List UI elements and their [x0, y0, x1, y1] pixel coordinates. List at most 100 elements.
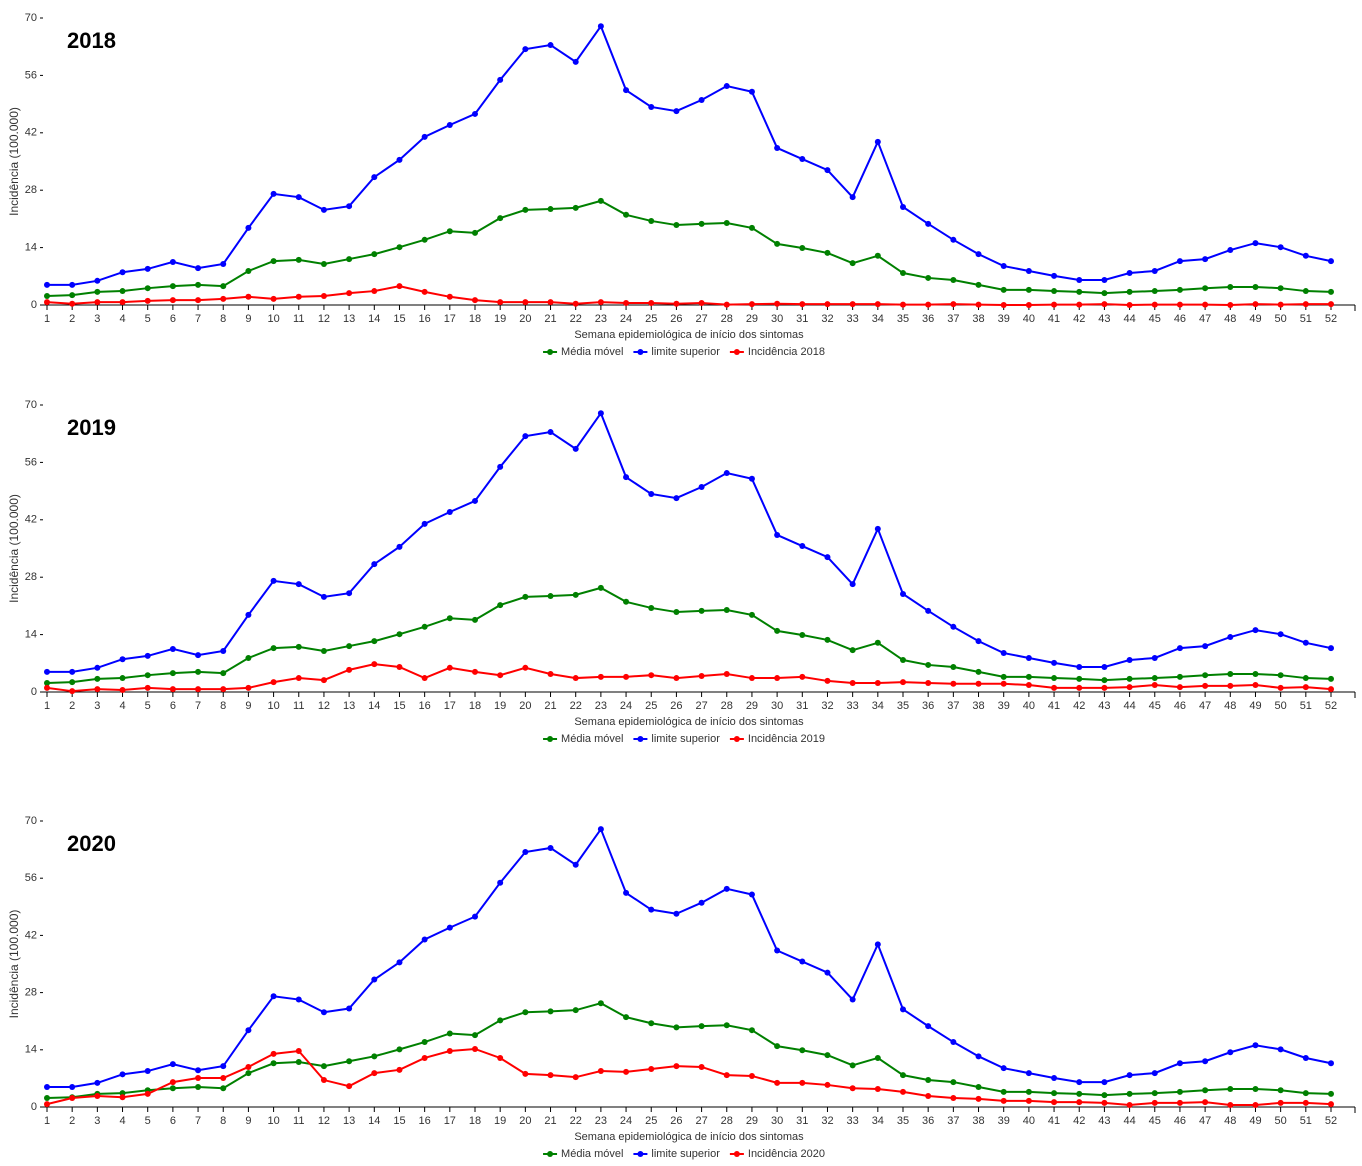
point: [975, 1083, 982, 1090]
point: [1227, 247, 1234, 254]
point: [1202, 1087, 1209, 1094]
point: [94, 299, 101, 306]
point: [346, 1005, 353, 1012]
y-tick-label: 42: [25, 929, 37, 941]
x-tick-label: 40: [1023, 313, 1035, 325]
x-tick-label: 25: [645, 700, 657, 712]
legend-label: limite superior: [651, 1148, 720, 1160]
point: [220, 295, 227, 302]
point: [371, 174, 378, 181]
point: [245, 293, 252, 300]
x-tick-label: 2: [69, 700, 75, 712]
point: [547, 206, 554, 213]
point: [1126, 684, 1133, 691]
x-tick-label: 22: [570, 313, 582, 325]
x-tick-label: 48: [1224, 700, 1236, 712]
point: [295, 256, 302, 263]
point: [44, 1095, 50, 1102]
legend-label: limite superior: [651, 733, 720, 745]
x-tick-label: 47: [1199, 700, 1211, 712]
point: [346, 666, 353, 673]
x-tick-label: 27: [695, 313, 707, 325]
point: [623, 211, 630, 218]
point: [1076, 1079, 1083, 1086]
point: [975, 1095, 982, 1102]
point: [1277, 244, 1284, 251]
point: [698, 484, 705, 490]
point: [1151, 654, 1158, 661]
x-tick-label: 9: [245, 1115, 251, 1127]
point: [1101, 290, 1108, 297]
point: [396, 156, 403, 163]
point: [1076, 663, 1083, 670]
point: [723, 470, 730, 477]
point: [94, 1092, 101, 1099]
point: [1051, 1090, 1058, 1097]
x-tick-label: 5: [145, 313, 151, 325]
x-tick-label: 47: [1199, 1115, 1211, 1127]
point: [446, 924, 453, 931]
point: [69, 679, 76, 686]
x-tick-label: 11: [293, 1115, 304, 1127]
point: [169, 1079, 176, 1086]
point: [1176, 684, 1183, 691]
point: [1277, 285, 1284, 292]
point: [371, 638, 378, 645]
legend-label: Incidência 2018: [748, 346, 825, 358]
point: [522, 46, 529, 53]
x-tick-label: 46: [1174, 1115, 1186, 1127]
point: [1277, 672, 1284, 679]
x-tick-label: 48: [1224, 313, 1236, 325]
point: [44, 281, 50, 288]
legend-swatch: [547, 736, 554, 742]
point: [849, 996, 856, 1003]
point: [1277, 684, 1284, 691]
x-tick-label: 40: [1023, 1115, 1035, 1127]
x-tick-label: 14: [368, 700, 380, 712]
point: [295, 194, 302, 201]
point: [446, 228, 453, 235]
point: [169, 1061, 176, 1068]
point: [195, 297, 202, 304]
y-tick-label: 0: [31, 686, 37, 698]
point: [1000, 1097, 1007, 1104]
x-tick-label: 51: [1300, 313, 1312, 325]
x-tick-label: 26: [670, 313, 682, 325]
point: [522, 1070, 529, 1077]
point: [1051, 272, 1058, 279]
point: [270, 295, 277, 302]
point: [270, 577, 277, 584]
point: [673, 222, 680, 229]
point: [119, 686, 126, 693]
point: [799, 156, 806, 163]
point: [195, 1083, 202, 1090]
point: [1151, 267, 1158, 274]
point: [648, 1020, 655, 1027]
point: [1025, 654, 1032, 661]
legend-swatch: [733, 736, 740, 742]
point: [371, 976, 378, 983]
point: [1025, 1088, 1032, 1095]
point: [169, 686, 176, 693]
point: [597, 584, 604, 591]
x-tick-label: 29: [746, 1115, 758, 1127]
point: [1000, 650, 1007, 657]
point: [1202, 285, 1209, 292]
point: [723, 607, 730, 613]
point: [849, 679, 856, 686]
point: [1328, 686, 1334, 693]
point: [396, 543, 403, 550]
point: [346, 290, 353, 297]
point: [748, 301, 755, 308]
point: [1000, 680, 1007, 687]
point: [472, 497, 478, 504]
x-tick-label: 34: [872, 1115, 884, 1127]
y-tick-label: 28: [25, 571, 37, 583]
x-tick-label: 2: [69, 313, 75, 325]
y-tick-label: 0: [31, 1101, 37, 1113]
x-tick-label: 41: [1048, 313, 1060, 325]
point: [1252, 283, 1259, 290]
point: [673, 1024, 680, 1031]
point: [472, 668, 478, 675]
point: [421, 288, 428, 295]
